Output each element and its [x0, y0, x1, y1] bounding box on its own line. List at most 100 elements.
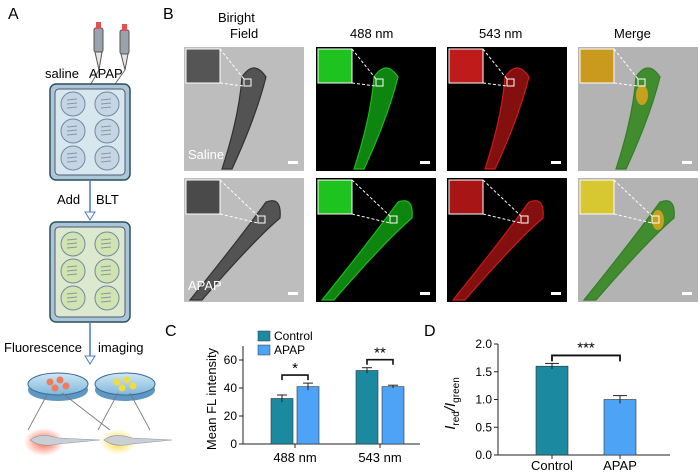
zoom-line	[219, 82, 245, 87]
x-tick-label: APAP	[603, 458, 637, 471]
scale-bar	[551, 292, 561, 295]
scale-bar	[288, 292, 298, 295]
zebrafish-body	[582, 200, 675, 301]
roi-box	[389, 215, 398, 224]
well	[94, 145, 120, 171]
scale-bar	[682, 292, 692, 295]
zoom-line	[351, 179, 391, 217]
y-tick-label: 1.5	[475, 365, 492, 379]
zoom-line	[219, 179, 259, 217]
bar	[381, 386, 405, 445]
zoom-line	[351, 48, 377, 80]
image-tile-543nm-apap	[447, 178, 567, 302]
petri-dish-saline	[27, 372, 89, 401]
yolk-highlight	[652, 210, 664, 230]
well	[94, 91, 120, 117]
larva-mark	[66, 152, 78, 155]
roi-box	[375, 78, 384, 87]
significance-marker: *	[292, 360, 298, 377]
panel-letter-a: A	[8, 6, 19, 23]
scale-bar	[682, 161, 692, 164]
y-label-subscript: red	[451, 411, 462, 425]
image-tile-488nm-saline	[316, 47, 436, 171]
bar	[270, 398, 294, 445]
zoom-line	[613, 179, 653, 217]
larva-mark	[100, 265, 112, 268]
zoom-inset	[448, 48, 484, 84]
larva-mark	[100, 156, 112, 159]
bar	[603, 399, 637, 456]
larva-mark	[100, 246, 112, 249]
bar-chart-ratio: 0.0 0.5 1.0 1.5 2.0 Ired/Igreen Control APAP ***	[442, 337, 670, 473]
zebrafish-body	[320, 200, 413, 301]
larva-mark	[66, 125, 78, 128]
well-plate-bottom	[49, 221, 131, 323]
roi-box	[506, 78, 515, 87]
significance-bracket	[366, 358, 394, 365]
pipette-icon	[107, 24, 130, 95]
zebrafish-larva-red	[24, 428, 101, 456]
column-label-488: 488 nm	[350, 26, 393, 41]
image-tile-bright-field-apap: APAP	[184, 178, 304, 302]
zebrafish-larva-yellow	[100, 429, 173, 455]
zoom-line	[351, 213, 391, 224]
zoom-line	[219, 213, 259, 224]
y-label-part: /I	[442, 403, 459, 412]
zebrafish-body	[615, 67, 661, 170]
blt-label: BLT	[96, 192, 119, 207]
petri-dish-apap	[94, 372, 156, 401]
larva-mark	[100, 273, 112, 276]
zoom-inset	[317, 48, 353, 84]
y-tick-label: 20	[224, 409, 238, 423]
larva-mark	[66, 106, 78, 109]
panel-letter-b: B	[163, 6, 174, 23]
larva-mark	[100, 129, 112, 132]
well	[94, 285, 120, 311]
zoom-line	[482, 179, 522, 217]
well	[60, 145, 86, 171]
larva-mark	[66, 265, 78, 268]
larva-mark	[66, 246, 78, 249]
legend-swatch	[257, 330, 271, 342]
larva-mark	[100, 98, 112, 101]
larva-mark	[100, 133, 112, 136]
image-tile-bright-field-saline: Saline	[184, 47, 304, 171]
zoom-line	[613, 82, 639, 87]
larva-mark	[66, 242, 78, 245]
larva-mark	[66, 238, 78, 241]
legend-label: Control	[274, 329, 313, 343]
larva-mark	[66, 296, 78, 299]
image-tile-merge-saline	[578, 47, 698, 171]
y-tick-label: 0.0	[475, 448, 492, 462]
image-tile-543nm-saline	[447, 47, 567, 171]
larva-mark	[100, 242, 112, 245]
column-label-bright-field-1: Biright	[218, 10, 255, 25]
roi-box	[651, 215, 660, 224]
x-tick-label: Control	[531, 458, 573, 471]
zoom-inset	[185, 48, 221, 84]
zebrafish-body	[451, 200, 544, 301]
zoom-line	[482, 213, 522, 224]
zoom-line	[613, 48, 639, 80]
legend-label: APAP	[274, 343, 305, 357]
roi-box	[257, 215, 266, 224]
larva-mark	[66, 102, 78, 105]
x-tick-label: 488 nm	[273, 450, 316, 465]
microscopy-grid: Biright Field 488 nm 543 nm Merge Saline…	[184, 10, 698, 302]
image-tile-merge-apap	[578, 178, 698, 302]
zoom-line	[482, 48, 508, 80]
y-tick-label: 0.5	[475, 420, 492, 434]
well	[60, 231, 86, 257]
larva-mark	[100, 238, 112, 241]
column-label-bright-field-2: Field	[230, 26, 258, 41]
larva-mark	[100, 292, 112, 295]
y-label-part: I	[442, 426, 459, 430]
zoom-inset	[185, 179, 221, 215]
apap-label: APAP	[89, 66, 123, 81]
zebrafish-body	[484, 67, 530, 170]
fluorescence-label: Fluorescence	[4, 340, 82, 355]
scale-bar	[551, 161, 561, 164]
larva-mark	[66, 98, 78, 101]
